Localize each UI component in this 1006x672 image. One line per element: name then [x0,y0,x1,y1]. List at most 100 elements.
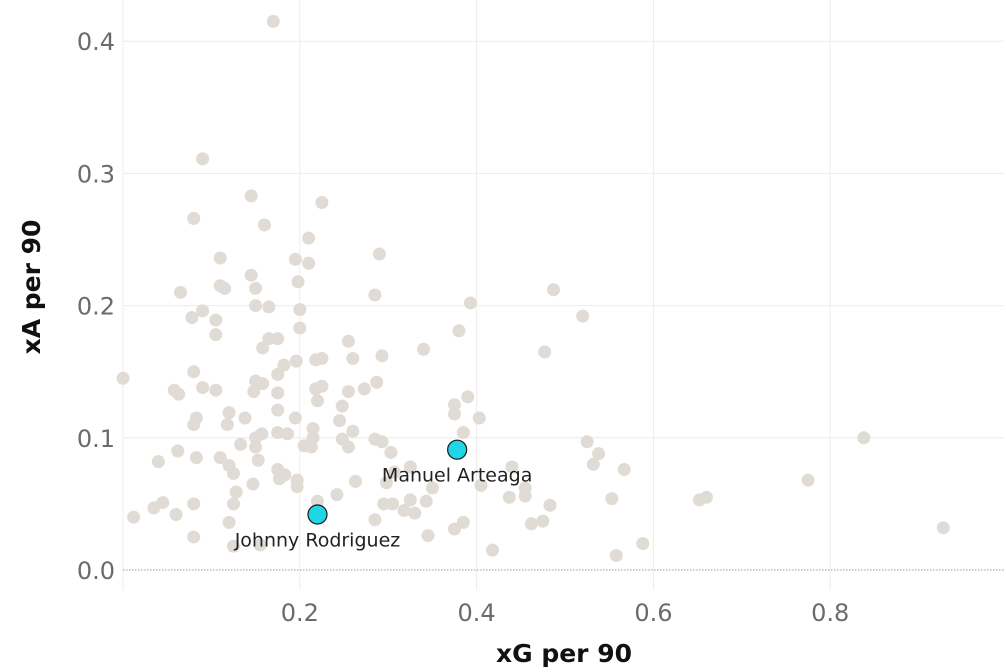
data-point [576,309,590,323]
data-point [448,407,461,421]
data-point [271,386,285,400]
data-point [448,398,461,412]
data-point [310,494,324,508]
data-point [357,382,371,396]
data-point [341,440,355,454]
data-point [249,281,263,295]
data-point [247,385,261,399]
y-axis-title: xA per 90 [17,220,46,355]
data-point [425,481,439,495]
data-point [370,375,384,389]
data-point [387,465,401,479]
data-point [315,351,329,365]
data-point [384,445,398,459]
data-point [592,447,606,461]
data-point [151,455,165,469]
data-point [171,444,185,458]
data-point [403,460,417,474]
data-point [238,411,252,425]
data-point [244,189,258,203]
data-point [256,377,270,391]
data-point [306,422,320,436]
data-point [213,451,227,465]
x-tick-label: 0.4 [458,599,496,627]
data-point [293,303,307,317]
data-point [609,548,623,562]
data-point [536,514,550,528]
data-point [580,435,594,449]
data-point [227,539,240,553]
data-point [518,489,532,503]
data-point [502,490,516,504]
data-point [421,529,435,543]
data-point [368,513,382,527]
data-point [547,283,561,297]
data-point [290,480,304,494]
x-tick-label: 0.8 [811,599,849,627]
data-point [196,304,210,318]
data-point [419,494,433,508]
data-point [586,457,600,471]
data-point [266,14,280,28]
data-point [315,195,329,209]
data-point [169,507,183,521]
data-point [543,498,557,512]
data-point [172,387,186,401]
data-point [857,431,871,445]
data-point [386,497,400,511]
data-point [227,497,240,511]
data-point [277,358,291,372]
y-tick-label: 0.0 [77,557,115,585]
data-point [330,488,344,502]
data-point [936,521,950,535]
data-point [417,342,431,356]
background-points [116,14,950,562]
data-point [375,349,389,363]
data-point [448,522,461,536]
data-point [293,321,307,335]
data-point [253,538,267,552]
data-point [271,403,285,417]
data-point [288,411,302,425]
data-point [397,504,411,518]
data-point [372,247,386,261]
highlight-point [307,504,328,525]
highlight-label: Johnny Rodriguez [234,529,401,551]
data-point [289,354,303,368]
data-point [280,427,294,441]
data-point [636,537,650,551]
data-point [116,371,130,385]
highlight-points: Manuel Arteaga Johnny Rodriguez [234,439,532,551]
data-point [403,493,417,507]
data-point [249,299,263,313]
data-point [309,382,323,396]
data-point [262,300,276,314]
data-point [348,474,362,488]
data-point [346,351,360,365]
data-point [222,406,236,420]
data-point [302,231,316,245]
data-point [379,476,393,490]
y-tick-label: 0.1 [77,425,115,453]
data-point [147,501,161,515]
data-point [335,399,349,413]
data-point [452,324,466,338]
data-point [185,310,199,324]
data-point [341,334,355,348]
data-point [605,492,619,506]
data-point [271,367,285,381]
y-tick-label: 0.2 [77,293,115,321]
data-point [189,451,203,465]
data-point [291,275,305,289]
data-point [256,341,270,355]
data-point [209,383,223,397]
data-point [463,296,477,310]
data-point [538,345,552,359]
data-point [486,543,500,557]
data-point [801,473,815,487]
data-point [271,426,285,440]
data-point [333,414,347,428]
data-point [408,506,422,520]
data-point [257,218,271,232]
